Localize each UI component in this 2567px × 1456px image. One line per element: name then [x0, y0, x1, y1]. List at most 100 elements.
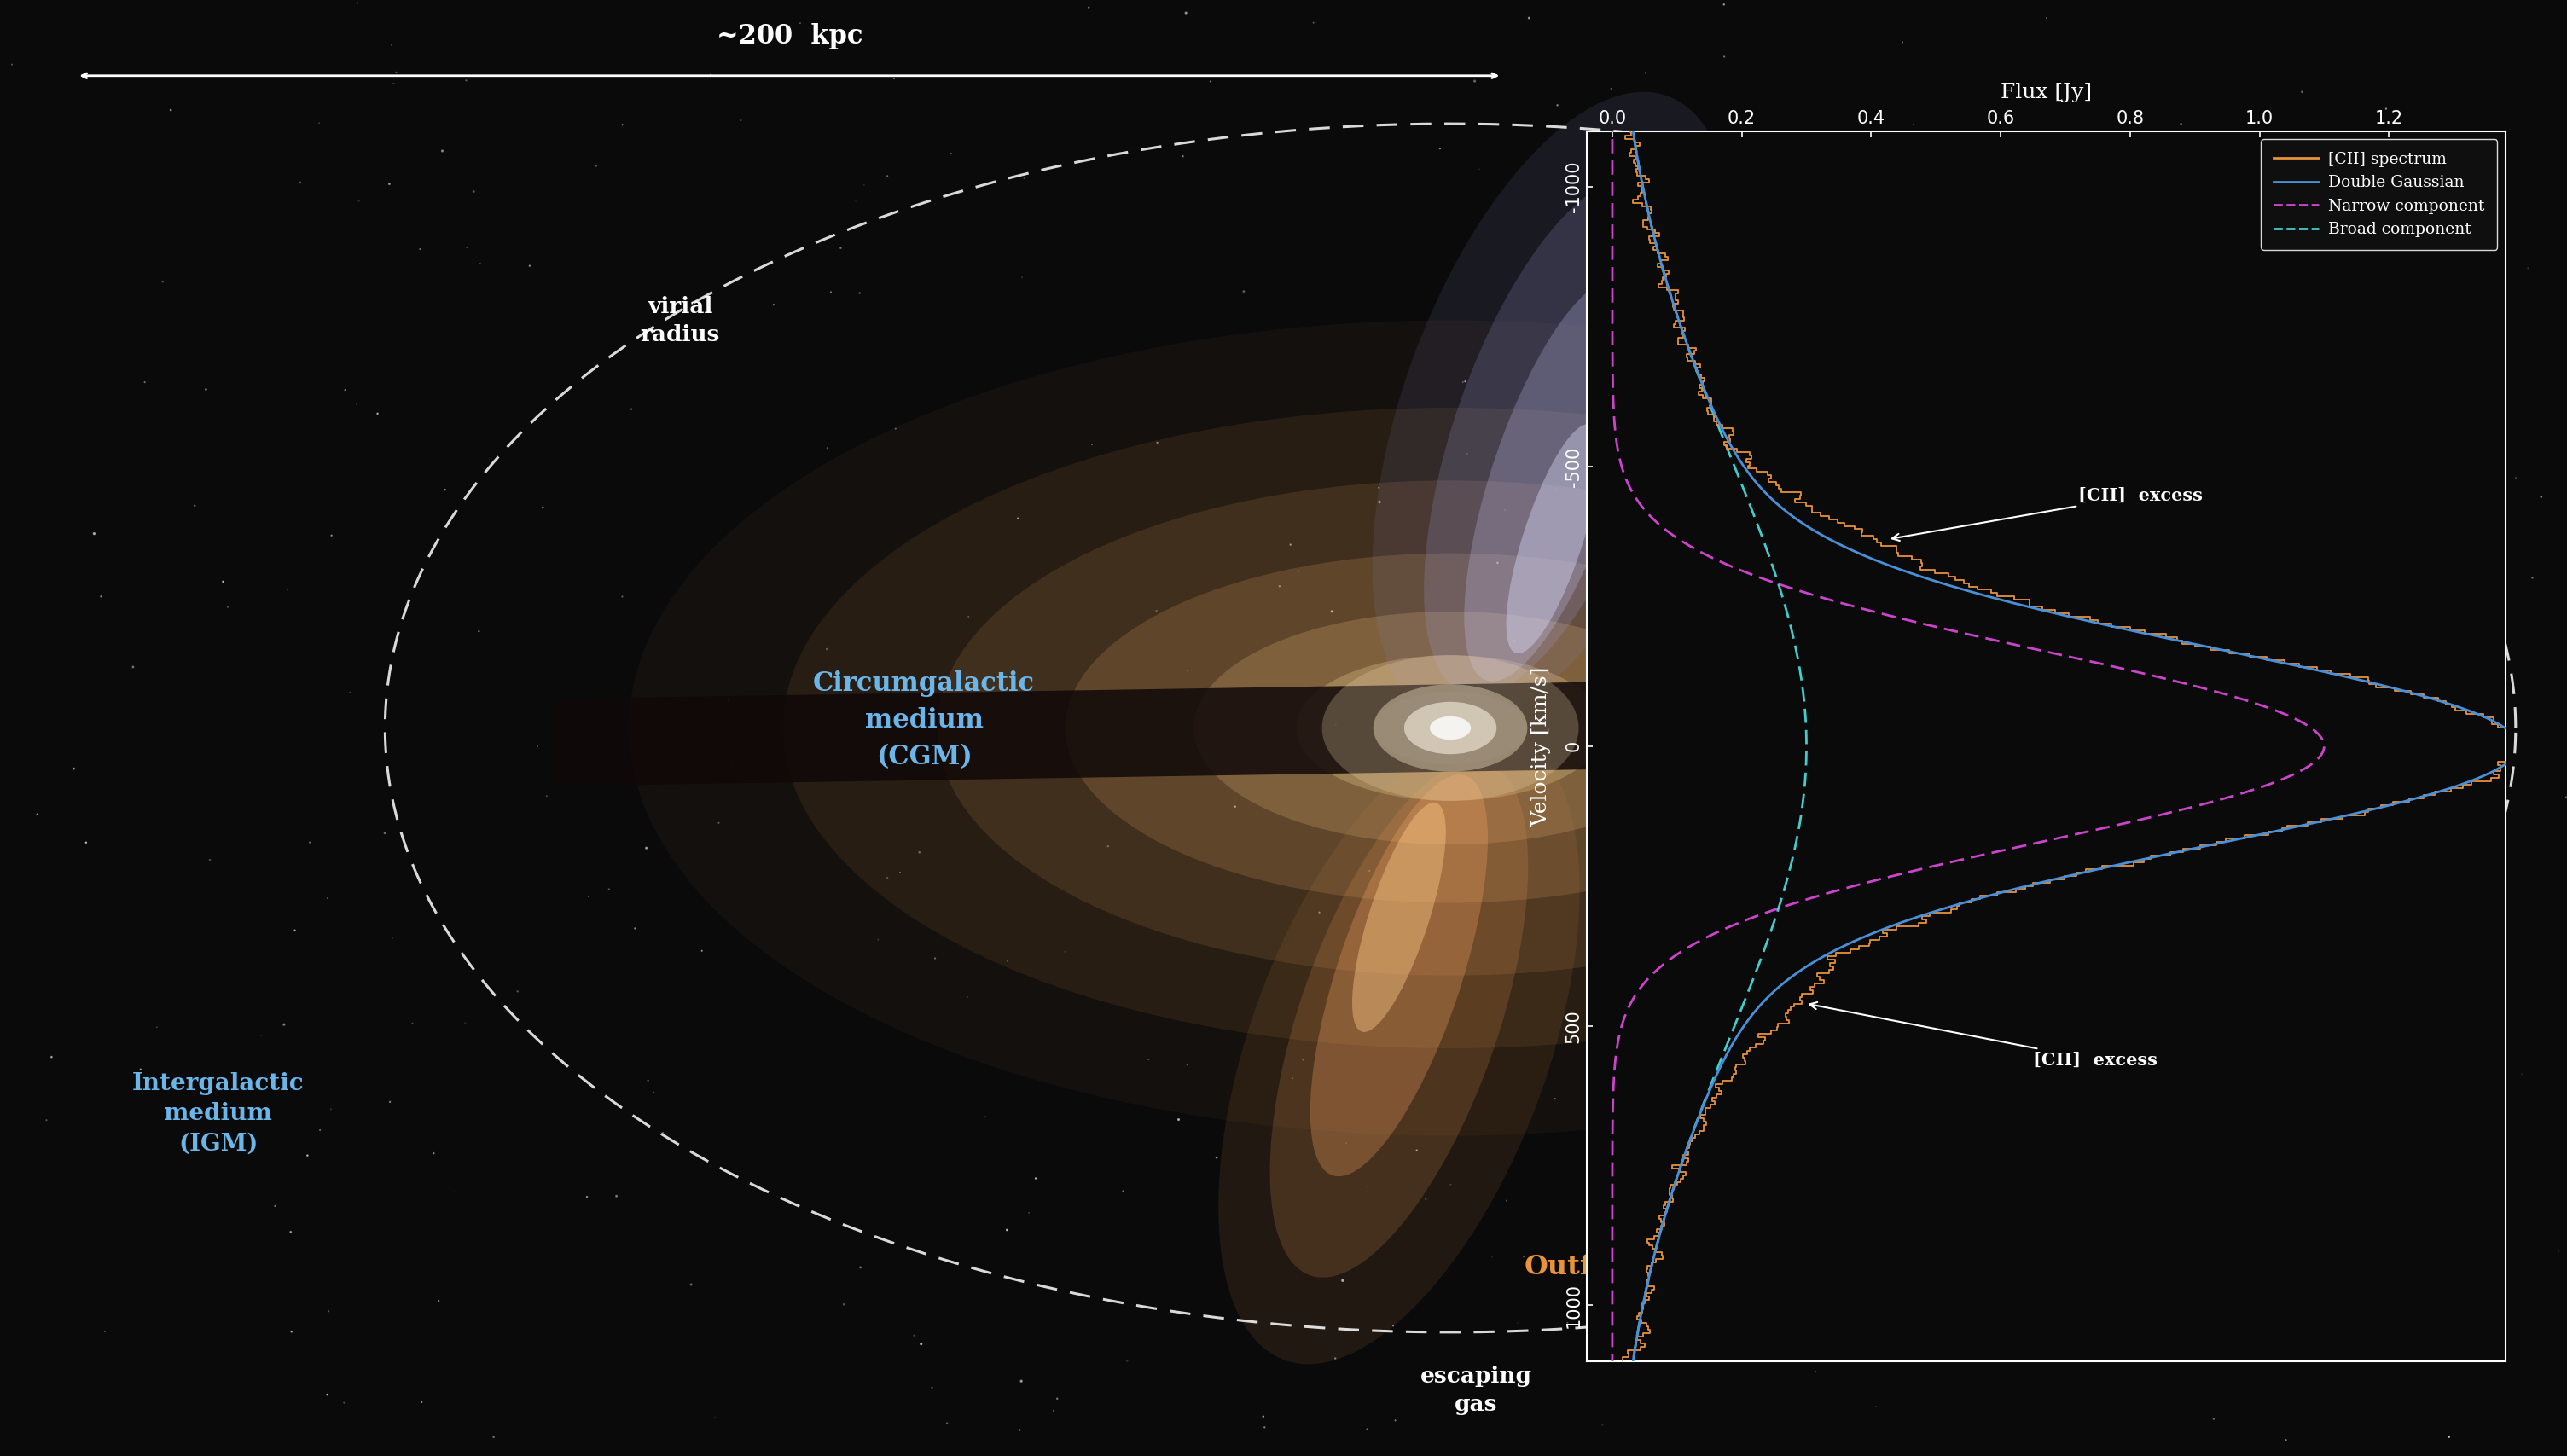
Point	[601, 585, 642, 609]
Point	[2018, 933, 2059, 957]
Point	[141, 269, 182, 293]
Point	[1376, 1409, 1417, 1433]
Point	[185, 377, 226, 400]
Ellipse shape	[1507, 424, 1599, 654]
Point	[208, 596, 249, 619]
Point	[357, 402, 398, 425]
Point	[2151, 1104, 2192, 1127]
Point	[2066, 1117, 2108, 1140]
Point	[1697, 1335, 1738, 1358]
Point	[1409, 724, 1450, 747]
Point	[459, 620, 501, 644]
Point	[601, 114, 642, 137]
Point	[708, 689, 750, 712]
Line: [CII] spectrum: [CII] spectrum	[1615, 76, 2523, 1417]
Point	[2508, 256, 2549, 280]
Narrow component	[1597, 1408, 1627, 1425]
Point	[267, 578, 308, 601]
Narrow component	[1602, 1042, 1633, 1060]
Point	[698, 811, 739, 834]
Point	[2005, 530, 2046, 553]
Broad component	[1710, 1042, 1740, 1060]
Point	[2231, 431, 2272, 454]
Point	[1730, 732, 1771, 756]
Point	[1953, 719, 1995, 743]
Point	[1191, 70, 1232, 93]
Double Gaussian	[1894, 910, 1925, 927]
Point	[2192, 1408, 2233, 1431]
Circle shape	[1430, 716, 1471, 740]
Point	[626, 1069, 667, 1092]
Point	[1420, 137, 1461, 160]
Point	[614, 917, 655, 941]
Point	[2418, 1217, 2459, 1241]
Point	[1001, 1370, 1042, 1393]
Point	[275, 919, 316, 942]
Point	[642, 322, 683, 345]
Point	[1345, 678, 1386, 702]
Circle shape	[1404, 702, 1497, 754]
Point	[298, 112, 339, 135]
Point	[1312, 600, 1353, 623]
Point	[2546, 786, 2567, 810]
Point	[927, 1412, 968, 1436]
Point	[18, 802, 59, 826]
Point	[175, 494, 216, 517]
Point	[1828, 1127, 1869, 1150]
Point	[149, 99, 190, 122]
Point	[1704, 0, 1746, 16]
Point	[2495, 466, 2536, 489]
Point	[372, 33, 413, 57]
Point	[1137, 431, 1178, 454]
Point	[901, 1332, 942, 1356]
Point	[1694, 1018, 1735, 1041]
Point	[1592, 77, 1633, 100]
Point	[1900, 980, 1941, 1003]
Point	[642, 1121, 683, 1144]
Point	[2359, 485, 2400, 508]
Point	[806, 437, 847, 460]
Point	[121, 1057, 162, 1080]
Point	[1458, 157, 1499, 181]
Point	[2457, 617, 2498, 641]
Point	[305, 1383, 347, 1406]
Point	[1856, 1395, 1897, 1418]
Point	[588, 878, 629, 901]
[CII] spectrum	[1640, 227, 1671, 245]
Point	[1497, 1312, 1538, 1335]
Point	[2410, 1107, 2451, 1130]
Point	[752, 293, 793, 316]
Point	[1106, 1350, 1147, 1373]
Point	[1165, 1, 1206, 25]
Point	[1509, 6, 1550, 29]
Point	[1322, 1268, 1363, 1291]
Point	[1535, 1088, 1576, 1111]
Point	[113, 655, 154, 678]
Point	[2048, 332, 2090, 355]
Line: Broad component: Broad component	[1625, 76, 1807, 1417]
Text: Intergalactic
medium
(IGM): Intergalactic medium (IGM)	[131, 1072, 305, 1156]
Point	[2072, 577, 2113, 600]
Ellipse shape	[1463, 280, 1643, 681]
Text: [CII]  excess: [CII] excess	[1810, 1002, 2156, 1069]
Point	[372, 926, 413, 949]
Point	[447, 236, 488, 259]
Point	[498, 980, 539, 1003]
Point	[311, 524, 352, 547]
Point	[1214, 795, 1255, 818]
Point	[2364, 384, 2405, 408]
Point	[418, 1289, 459, 1312]
Point	[1486, 1190, 1527, 1213]
Point	[2277, 229, 2318, 252]
Point	[1245, 1415, 1286, 1439]
Ellipse shape	[1309, 775, 1489, 1176]
Point	[2305, 178, 2346, 201]
Point	[1070, 432, 1112, 456]
Point	[2539, 1239, 2567, 1262]
Point	[811, 281, 852, 304]
Point	[1158, 1108, 1199, 1131]
Broad component	[1610, 1408, 1640, 1425]
Ellipse shape	[1353, 802, 1445, 1032]
Polygon shape	[552, 670, 2349, 786]
Point	[1504, 1245, 1545, 1268]
